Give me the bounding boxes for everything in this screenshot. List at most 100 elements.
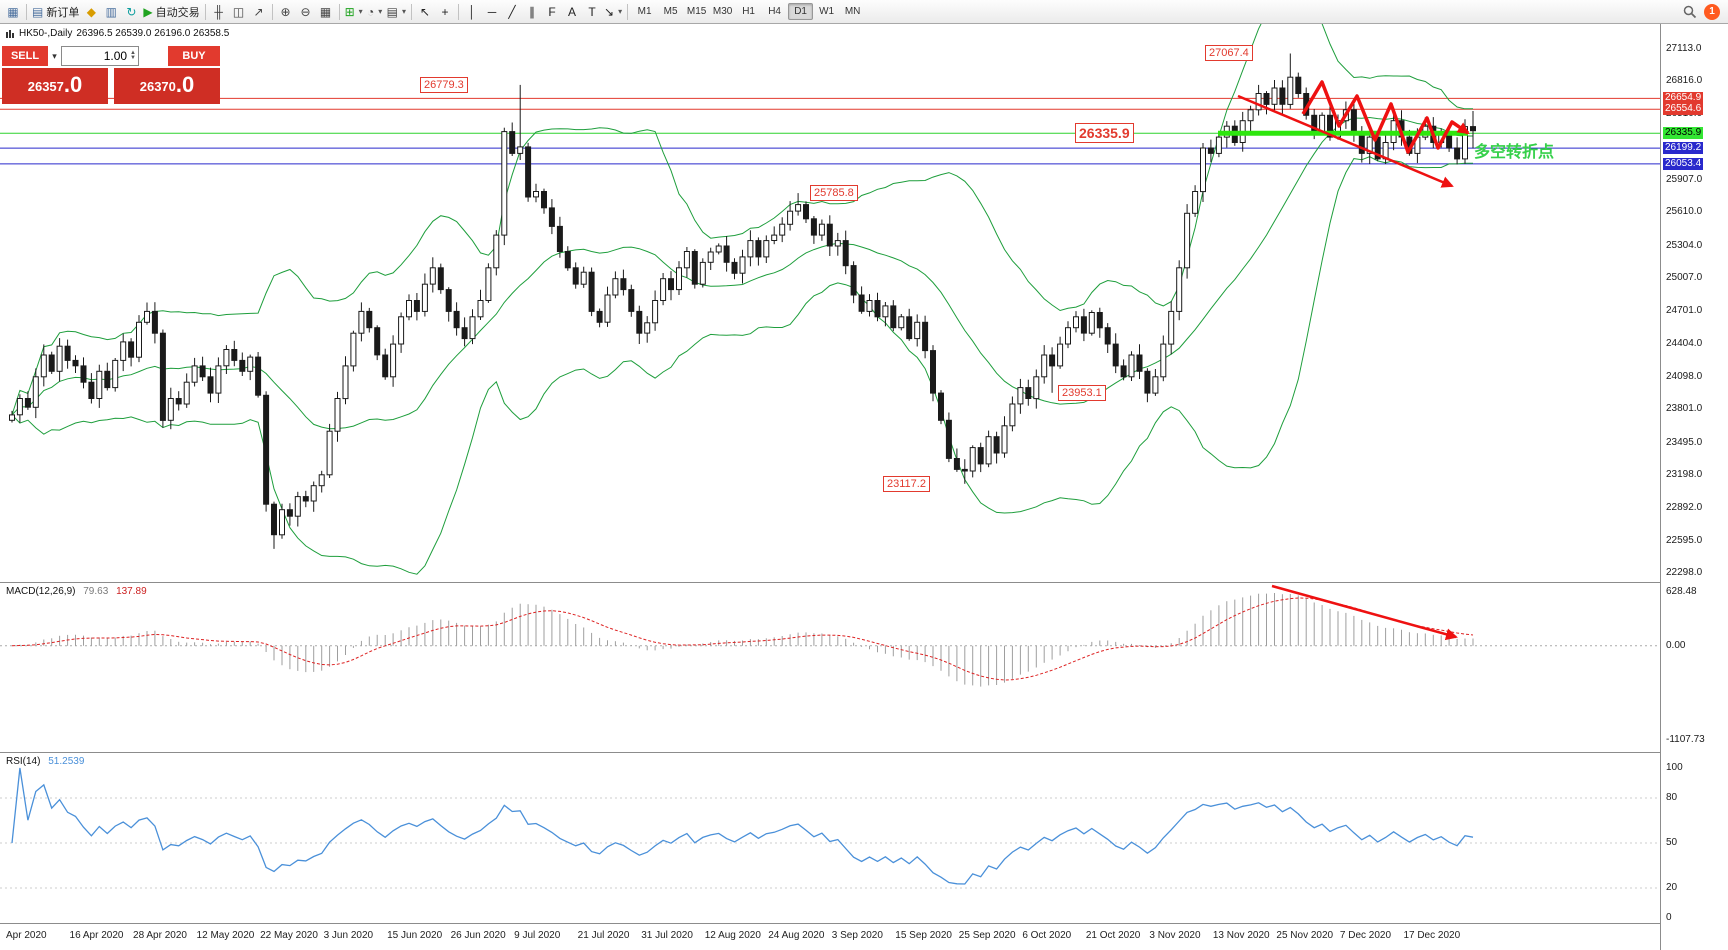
zoom-out-icon[interactable]: ⊖: [296, 2, 316, 21]
date-label: 28 Apr 2020: [133, 930, 187, 941]
channel-icon: ∥: [529, 4, 536, 19]
axis-price-badge: 26654.9: [1663, 92, 1704, 105]
horizontal-line-icon[interactable]: ─: [482, 2, 502, 21]
arrows-icon-dropdown[interactable]: ▾: [618, 7, 623, 16]
axis-tick-label: 22595.0: [1666, 534, 1703, 546]
notification-badge[interactable]: 1: [1704, 3, 1720, 20]
date-label: 21 Jul 2020: [577, 930, 630, 941]
chart-dateaxis-separator: [0, 923, 1728, 924]
price-label-annotation[interactable]: 27067.4: [1205, 45, 1253, 61]
turning-point-note[interactable]: 多空转折点: [1474, 144, 1555, 161]
line-chart-icon[interactable]: ↗: [249, 2, 269, 21]
macd-indicator: [0, 593, 1660, 687]
sell-price-button[interactable]: 26357 .0: [2, 68, 108, 104]
sell-dropdown-icon[interactable]: ▾: [52, 50, 57, 61]
date-label: 25 Nov 2020: [1276, 930, 1334, 941]
rsi-indicator: [0, 767, 1660, 889]
period-icon: ◔: [367, 4, 375, 19]
axis-tick-label: 24098.0: [1666, 370, 1703, 382]
candlestick-chart-icon[interactable]: ◫: [229, 2, 249, 21]
cursor-icon[interactable]: ↖: [415, 2, 435, 21]
favorites-icon[interactable]: ◆: [81, 2, 101, 21]
buy-button[interactable]: BUY: [168, 46, 220, 66]
template-icon[interactable]: ▤ ▾: [385, 2, 408, 21]
timeframe-m15[interactable]: M15: [686, 6, 707, 17]
axis-price-badge: 26554.6: [1663, 103, 1704, 116]
sell-button[interactable]: SELL: [2, 46, 48, 66]
crosshair-icon[interactable]: +: [435, 2, 455, 21]
date-axis[interactable]: Apr 2020 16 Apr 2020 28 Apr 2020 12 May 202…: [0, 924, 1660, 950]
channel-icon[interactable]: ∥: [522, 2, 542, 21]
date-label: 13 Nov 2020: [1212, 930, 1270, 941]
line-chart-icon: ↗: [253, 4, 264, 19]
axis-tick-label: 50: [1666, 837, 1678, 848]
date-label: 21 Oct 2020: [1085, 930, 1141, 941]
autotrading-button[interactable]: ▶ 自动交易: [141, 2, 201, 21]
vertical-line-icon: │: [468, 4, 476, 19]
macd-value: 79.63: [83, 586, 109, 597]
price-label-annotation[interactable]: 23117.2: [883, 476, 930, 492]
fibonacci-icon[interactable]: F: [542, 2, 562, 21]
macd-rsi-separator[interactable]: [0, 752, 1728, 753]
fibonacci-icon: F: [548, 4, 556, 19]
timeframe-w1[interactable]: W1: [819, 6, 835, 17]
timeframe-m30[interactable]: M30: [712, 6, 733, 17]
market-depth-icon[interactable]: ▥: [101, 2, 121, 21]
sep-2: [204, 3, 206, 20]
timeframe-d1[interactable]: D1: [788, 3, 814, 20]
buy-price-button[interactable]: 26370 .0: [114, 68, 220, 104]
trendline-icon[interactable]: ╱: [502, 2, 522, 21]
trendline-icon: ╱: [508, 4, 516, 19]
volume-stepper[interactable]: ▲ ▼: [130, 50, 136, 61]
chart-window-icon: ▦: [7, 4, 19, 19]
price-axis[interactable]: 27113.026816.026510.026213.025907.025610…: [1660, 24, 1728, 950]
timeframe-h4[interactable]: H4: [768, 6, 781, 17]
bar-chart-icon[interactable]: ╫: [209, 2, 229, 21]
buy-price: 26370: [139, 79, 176, 94]
market-depth-icon: ▥: [105, 4, 118, 19]
new-order-icon: ▤: [32, 4, 44, 19]
volume-field[interactable]: 1.00 ▲ ▼: [61, 46, 139, 66]
macd-label: MACD(12,26,9) 79.63 137.89: [6, 586, 147, 597]
zoom-in-icon[interactable]: ⊕: [276, 2, 296, 21]
timeframe-h1[interactable]: H1: [742, 6, 755, 17]
zoom-out-icon: ⊖: [300, 4, 311, 19]
timeframe-m5[interactable]: M5: [663, 6, 678, 17]
axis-tick-label: 25007.0: [1666, 271, 1703, 283]
new-order-button[interactable]: ▤ 新订单: [30, 2, 81, 21]
timeframe-m1[interactable]: M1: [637, 6, 652, 17]
axis-tick-label: 23495.0: [1666, 436, 1703, 448]
refresh-icon[interactable]: ↻: [121, 2, 141, 21]
axis-tick-label: 25907.0: [1666, 173, 1703, 185]
chart-window-icon[interactable]: ▦: [3, 2, 23, 21]
price-label-annotation[interactable]: 25785.8: [810, 185, 858, 201]
search-icon[interactable]: [1683, 5, 1697, 19]
trend-arrow-annotations[interactable]: [1237, 80, 1470, 641]
new-chart-icon[interactable]: ⊞ ▾: [343, 2, 365, 21]
period-icon[interactable]: ◔ ▾: [365, 2, 385, 21]
arrows-icon[interactable]: ↘ ▾: [602, 2, 624, 21]
date-label: 17 Dec 2020: [1403, 930, 1461, 941]
vertical-line-icon[interactable]: │: [462, 2, 482, 21]
axis-tick-label: 25304.0: [1666, 239, 1703, 251]
text-icon[interactable]: A: [562, 2, 582, 21]
trade-panel-top-row: SELL ▾ 1.00 ▲ ▼ BUY: [2, 46, 220, 66]
sell-price: 26357: [27, 79, 64, 94]
new-chart-icon-dropdown[interactable]: ▾: [358, 7, 363, 16]
main-macd-separator[interactable]: [0, 582, 1728, 583]
date-label: 12 May 2020: [196, 930, 255, 941]
label-icon[interactable]: T: [582, 2, 602, 21]
template-icon-dropdown[interactable]: ▾: [402, 7, 407, 16]
axis-tick-label: 22892.0: [1666, 502, 1703, 514]
price-label-annotation[interactable]: 26779.3: [420, 77, 468, 93]
timeframe-mn[interactable]: MN: [844, 6, 861, 17]
axis-tick-label: 0.00: [1666, 639, 1686, 651]
toolbar: ▦ ▤ 新订单 ◆ ▥ ↻ ▶ 自动交易 ╫ ◫ ↗ ⊕ ⊖ ▦ ⊞ ▾ ◔ ▾ ▤ ▾ ↖ + │ ─ ╱ ∥ F A T ↘ ▾ M1 M5…: [0, 0, 1728, 24]
period-icon-dropdown[interactable]: ▾: [378, 7, 383, 16]
price-label-annotation[interactable]: 23953.1: [1058, 385, 1106, 401]
tile-windows-icon[interactable]: ▦: [316, 2, 336, 21]
new-order-button-label: 新订单: [46, 6, 80, 19]
label-icon: T: [588, 4, 596, 19]
price-label-annotation[interactable]: 26335.9: [1075, 123, 1134, 143]
